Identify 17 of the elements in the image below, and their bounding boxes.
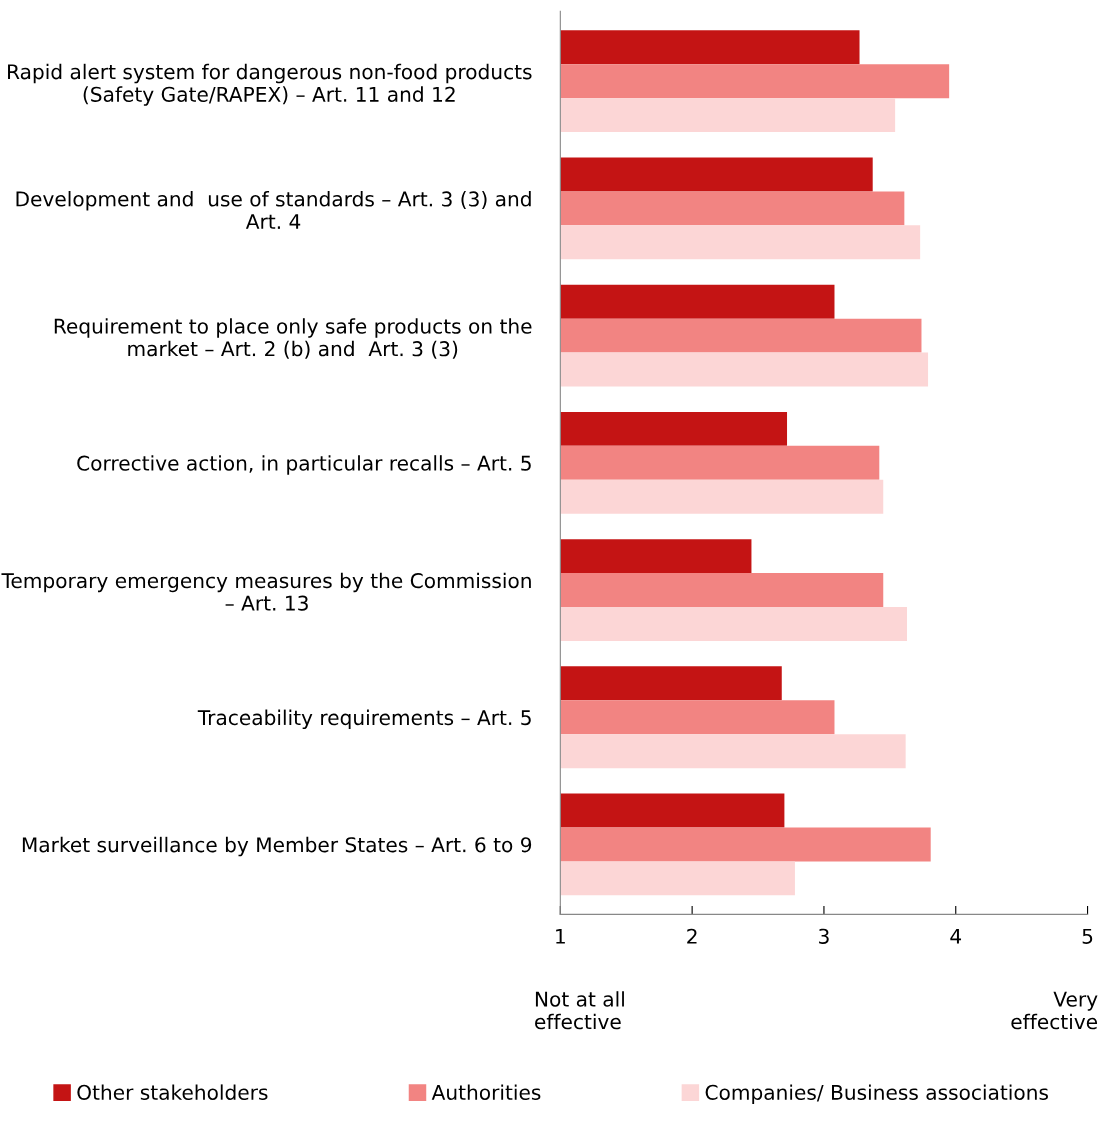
y-tick-label: Development and use of standards – Art. 3 (3) and Art. 4: [16, 191, 531, 229]
y-tick-label: Rapid alert system for dangerous non-food products (Safety Gate/RAPEX) – Art. 11 and 12: [8, 63, 532, 106]
y-tick-label: Market surveillance by Member States – Art. 6 to 9: [22, 836, 532, 857]
x-tick-label: 2: [687, 928, 697, 944]
x-tick-label: 1: [556, 928, 565, 944]
legend-label: Authorities: [431, 1084, 541, 1100]
legend-label: Other stakeholders: [77, 1084, 268, 1100]
text: Very effective: [1011, 991, 1098, 1030]
x-tick-label: 4: [950, 928, 962, 944]
y-tick-label: Temporary emergency measures by the Commission – Art. 13: [1, 572, 531, 611]
x-tick-label: 5: [1082, 928, 1093, 944]
x-tick-label: 3: [819, 928, 829, 944]
text: Not at all effective: [535, 991, 624, 1030]
y-tick-label: Traceability requirements – Art. 5: [197, 709, 531, 730]
y-tick-label: Corrective action, in particular recalls – Art. 5: [77, 455, 531, 475]
legend-label: Companies/ Business associations: [705, 1084, 1048, 1104]
y-tick-label: Requirement to place only safe products on the market – Art. 2 (b) and Art. 3 (3): [54, 318, 532, 359]
